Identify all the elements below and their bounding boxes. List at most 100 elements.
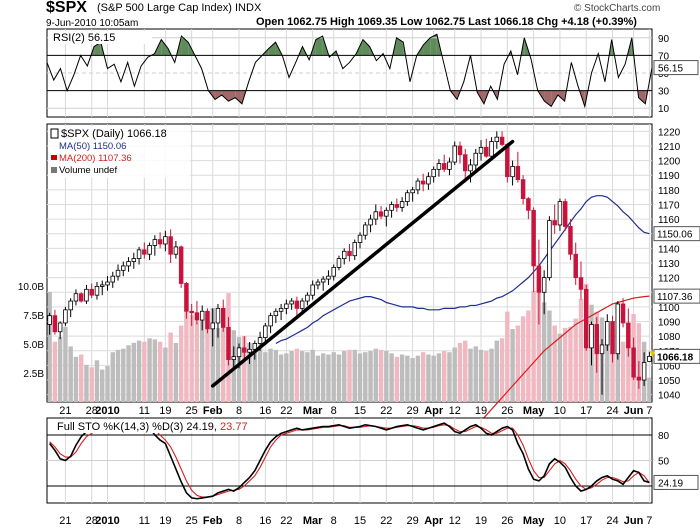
candle-body	[452, 145, 457, 163]
candle-body	[373, 211, 379, 220]
price-x-label: 17	[580, 405, 592, 417]
ma50-line	[275, 195, 650, 344]
volume-bar	[273, 349, 279, 402]
sto-x-label: Mar	[303, 515, 323, 527]
candle-body	[310, 284, 315, 296]
sto-tick-label: 80	[658, 431, 670, 442]
ma50-price-label-box	[653, 226, 700, 242]
volume-bar	[452, 347, 457, 402]
volume-bar	[131, 342, 137, 402]
volume-bar	[47, 291, 52, 402]
volume-bar	[541, 302, 547, 402]
price-tick-label: 1170	[658, 200, 680, 211]
candle-body	[341, 250, 347, 260]
price-x-label: 22	[280, 405, 292, 417]
volume-bar	[531, 290, 536, 402]
sto-k-value: 24.19,	[186, 421, 220, 433]
candle-body	[552, 220, 557, 226]
rsi-oversold-fill	[235, 90, 242, 104]
candle-body	[441, 163, 447, 170]
rsi-oversold-fill	[638, 90, 646, 104]
sto-x-label: Feb	[203, 515, 223, 527]
candle-body	[626, 322, 631, 349]
candle-body	[299, 300, 305, 309]
candle-body	[210, 322, 215, 330]
candle-body	[631, 347, 636, 378]
candle-body	[447, 161, 452, 170]
candle-body	[426, 176, 431, 185]
price-x-label: 19	[475, 405, 487, 417]
price-x-label: 2010	[95, 405, 119, 417]
sto-x-label: 25	[186, 515, 198, 527]
candle-body	[405, 192, 410, 202]
sto-x-label: 10	[554, 515, 566, 527]
volume-bar	[484, 351, 489, 402]
candle-body	[242, 347, 247, 353]
volume-bar	[205, 313, 210, 402]
candle-body	[178, 246, 184, 284]
volume-bar	[105, 366, 110, 402]
sto-x-label: 8	[236, 515, 242, 527]
volume-bar	[489, 348, 494, 402]
volume-bar	[394, 356, 400, 402]
volume-bar	[605, 327, 610, 402]
candle-body	[142, 249, 147, 255]
candle-body	[378, 211, 384, 217]
price-tick-label: 1220	[658, 127, 681, 138]
volume-bar	[147, 338, 152, 402]
candle-body	[189, 310, 194, 314]
price-tick-label: 1080	[658, 332, 681, 343]
volume-bar	[94, 360, 100, 402]
candle-body	[505, 144, 510, 178]
candle-body	[605, 321, 610, 346]
volume-bar	[552, 325, 557, 402]
sto-tick-label: 50	[658, 457, 670, 468]
candle-body	[478, 147, 484, 154]
volume-bar	[610, 333, 615, 402]
last-price-label: 1066.18	[657, 352, 694, 363]
volume-legend-swatch	[51, 167, 57, 173]
price-tick-label: 1210	[658, 142, 681, 153]
price-tick-label: 1140	[658, 244, 680, 255]
candle-body	[536, 265, 542, 293]
candle-body	[199, 310, 205, 321]
volume-bar	[647, 377, 652, 402]
volume-bar	[515, 325, 521, 402]
trendline	[210, 139, 515, 388]
candle-body	[347, 250, 352, 257]
volume-bar	[457, 342, 463, 402]
volume-bar	[410, 357, 415, 402]
candle-body	[184, 283, 189, 312]
candle-body	[647, 355, 652, 362]
ma50-legend: MA(50) 1150.06	[59, 141, 126, 152]
candle-body	[52, 315, 58, 333]
sto-x-label: 19	[159, 515, 171, 527]
volume-bar	[63, 326, 68, 402]
price-x-label: 29	[407, 405, 419, 417]
ma200-price-label-box	[653, 288, 700, 304]
candle-body	[547, 220, 552, 279]
price-x-label: 19	[159, 405, 171, 417]
price-tick-label: 1040	[658, 391, 681, 402]
sto-x-label: 29	[407, 515, 419, 527]
ma200-line	[464, 295, 650, 439]
price-x-label: 25	[186, 405, 198, 417]
volume-bar	[420, 352, 426, 402]
last-price-label-box	[653, 348, 700, 364]
candle-body	[468, 164, 473, 172]
volume-tick-label: 5.0B	[23, 340, 44, 351]
sto-x-label: 2010	[95, 515, 119, 527]
ma200-legend-swatch	[51, 155, 57, 160]
rsi-legend-bg	[48, 31, 152, 44]
volume-bar	[247, 342, 252, 402]
candle-body	[462, 154, 468, 172]
volume-bar	[289, 351, 294, 402]
sto-legend: Full STO %K(14,3) %D(3) 24.19, 23.77	[57, 421, 248, 433]
candle-body	[89, 288, 94, 296]
price-x-label: 7	[646, 405, 652, 417]
rsi-tick-label: 70	[658, 51, 670, 62]
volume-bar	[84, 364, 89, 402]
volume-bar	[242, 335, 247, 402]
candle-body	[415, 180, 421, 191]
